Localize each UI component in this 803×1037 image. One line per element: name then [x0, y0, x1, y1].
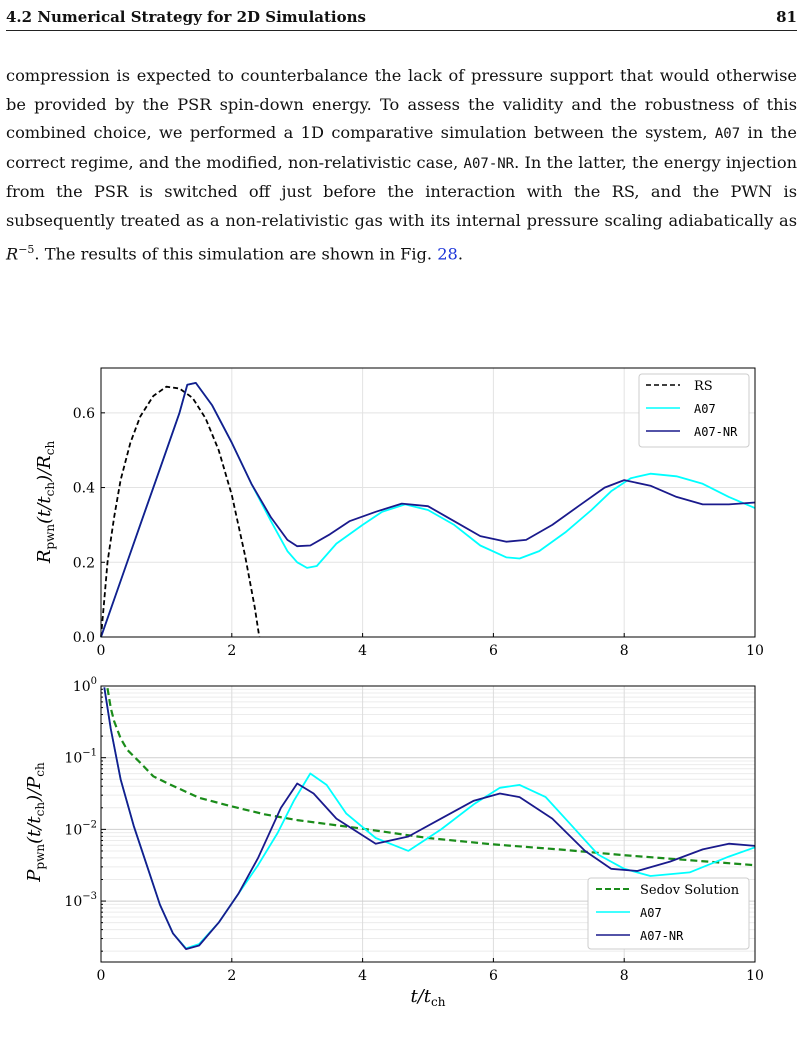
code-a07-nr: A07-NR — [463, 155, 515, 172]
math-r: R — [6, 243, 19, 263]
series-line-a07-nr — [103, 687, 756, 950]
x-tick-label: 6 — [489, 968, 498, 984]
x-tick-label: 2 — [227, 643, 236, 659]
y-tick-label: 0.6 — [73, 406, 95, 422]
x-axis-label: t/tch — [411, 986, 446, 1009]
y-tick-label: 10−2 — [64, 819, 97, 838]
paragraph-text: in the correct regime, and the modified,… — [6, 123, 797, 172]
legend-a07-nr: A07-NR — [640, 929, 684, 943]
series-line-rs — [100, 385, 261, 638]
section-title: 4.2 Numerical Strategy for 2D Simulation… — [6, 8, 366, 26]
top-plot-lines — [100, 382, 756, 638]
legend-a07: A07 — [640, 906, 662, 920]
paragraph-text: . The results of this simulation are sho… — [34, 243, 438, 263]
bottom-y-axis-label: Ppwn(t/tch)/Pch — [24, 762, 47, 883]
top-legend: RS A07 A07-NR — [638, 373, 750, 448]
math-exponent: −5 — [18, 242, 35, 256]
body-paragraph: compression is expected to counterbalanc… — [6, 62, 797, 269]
series-line-a07-nr — [100, 382, 756, 638]
y-tick-label: 100 — [73, 676, 97, 695]
x-tick-label: 10 — [746, 643, 764, 659]
x-tick-label: 8 — [620, 643, 629, 659]
paragraph-text: . — [457, 243, 463, 263]
top-tick-labels: 0 2 4 6 8 10 0.0 0.2 0.4 0.6 — [73, 406, 764, 659]
y-tick-label: 10−1 — [64, 748, 97, 767]
y-tick-label: 0.4 — [73, 481, 95, 497]
y-tick-label: 10−3 — [64, 891, 97, 910]
x-tick-label: 6 — [489, 643, 498, 659]
y-tick-label: 0.0 — [73, 630, 95, 646]
legend-rs: RS — [694, 379, 713, 394]
x-tick-label: 2 — [227, 968, 236, 984]
top-y-axis-label: Rpwn(t/tch)/Rch — [34, 441, 57, 565]
running-header: 4.2 Numerical Strategy for 2D Simulation… — [6, 4, 797, 31]
figure-link[interactable]: 28 — [437, 243, 458, 263]
bottom-tick-labels: 0 2 4 6 8 10 100 10−1 10−2 10−3 — [64, 676, 763, 984]
page-number: 81 — [776, 8, 797, 26]
bottom-plot-frame — [100, 685, 756, 963]
y-tick-label: 0.2 — [73, 555, 95, 571]
code-a07: A07 — [714, 126, 741, 143]
legend-a07: A07 — [694, 402, 716, 416]
legend-a07-nr: A07-NR — [694, 425, 738, 439]
x-tick-label: 0 — [97, 968, 106, 984]
x-tick-label: 8 — [620, 968, 629, 984]
legend-sedov: Sedov Solution — [640, 883, 740, 898]
paragraph-text: compression is expected to counterbalanc… — [6, 66, 797, 143]
bottom-legend: Sedov Solution A07 A07-NR — [587, 877, 750, 950]
x-tick-label: 0 — [97, 643, 106, 659]
top-plot-frame — [100, 367, 756, 638]
x-tick-label: 10 — [746, 968, 764, 984]
x-tick-label: 4 — [358, 968, 367, 984]
series-line-sedov-solution — [106, 688, 756, 867]
paragraph-text: . In the latter, the energy injection fr… — [6, 152, 797, 230]
x-tick-label: 4 — [358, 643, 367, 659]
bottom-plot-lines — [103, 687, 756, 950]
